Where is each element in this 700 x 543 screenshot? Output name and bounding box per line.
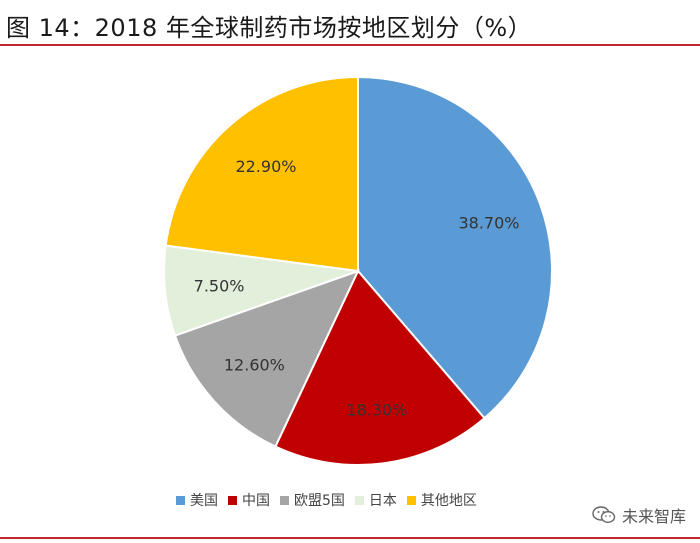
legend-item-3: 日本 (354, 490, 397, 510)
pie-data-label-3: 7.50% (194, 276, 245, 295)
watermark-text: 未来智库 (621, 507, 686, 526)
watermark: 未来智库 (592, 503, 686, 527)
legend-item-2: 欧盟5国 (280, 490, 345, 510)
pie-data-label-4: 22.90% (235, 157, 296, 176)
pie-slice-4 (164, 75, 359, 273)
legend-swatch (354, 495, 364, 505)
legend-swatch (176, 495, 185, 505)
pie-data-label-0: 38.70% (458, 213, 519, 232)
legend-item-0: 美国 (176, 490, 218, 510)
legend-swatch (406, 495, 416, 505)
chart-title: 图 14：2018 年全球制药市场按地区划分（%） (6, 14, 533, 42)
title-divider (0, 44, 700, 46)
pie-slice-0 (357, 75, 553, 420)
pie-data-label-1: 18.30% (346, 400, 407, 419)
bottom-divider (0, 537, 700, 539)
chart-legend: 美国 中国 欧盟5国 日本 其他地区 (176, 490, 487, 510)
legend-label: 欧盟5国 (294, 493, 345, 509)
legend-item-4: 其他地区 (406, 490, 477, 510)
legend-item-1: 中国 (228, 490, 270, 510)
legend-label: 日本 (368, 493, 397, 509)
legend-swatch (280, 495, 289, 505)
pie-slice-1 (274, 269, 486, 466)
legend-label: 美国 (190, 493, 218, 509)
legend-swatch (228, 495, 237, 505)
legend-label: 中国 (242, 493, 270, 509)
legend-label: 其他地区 (420, 493, 477, 509)
wechat-icon (592, 506, 616, 524)
pie-data-label-2: 12.60% (224, 356, 285, 375)
pie-slice-2 (173, 269, 360, 448)
